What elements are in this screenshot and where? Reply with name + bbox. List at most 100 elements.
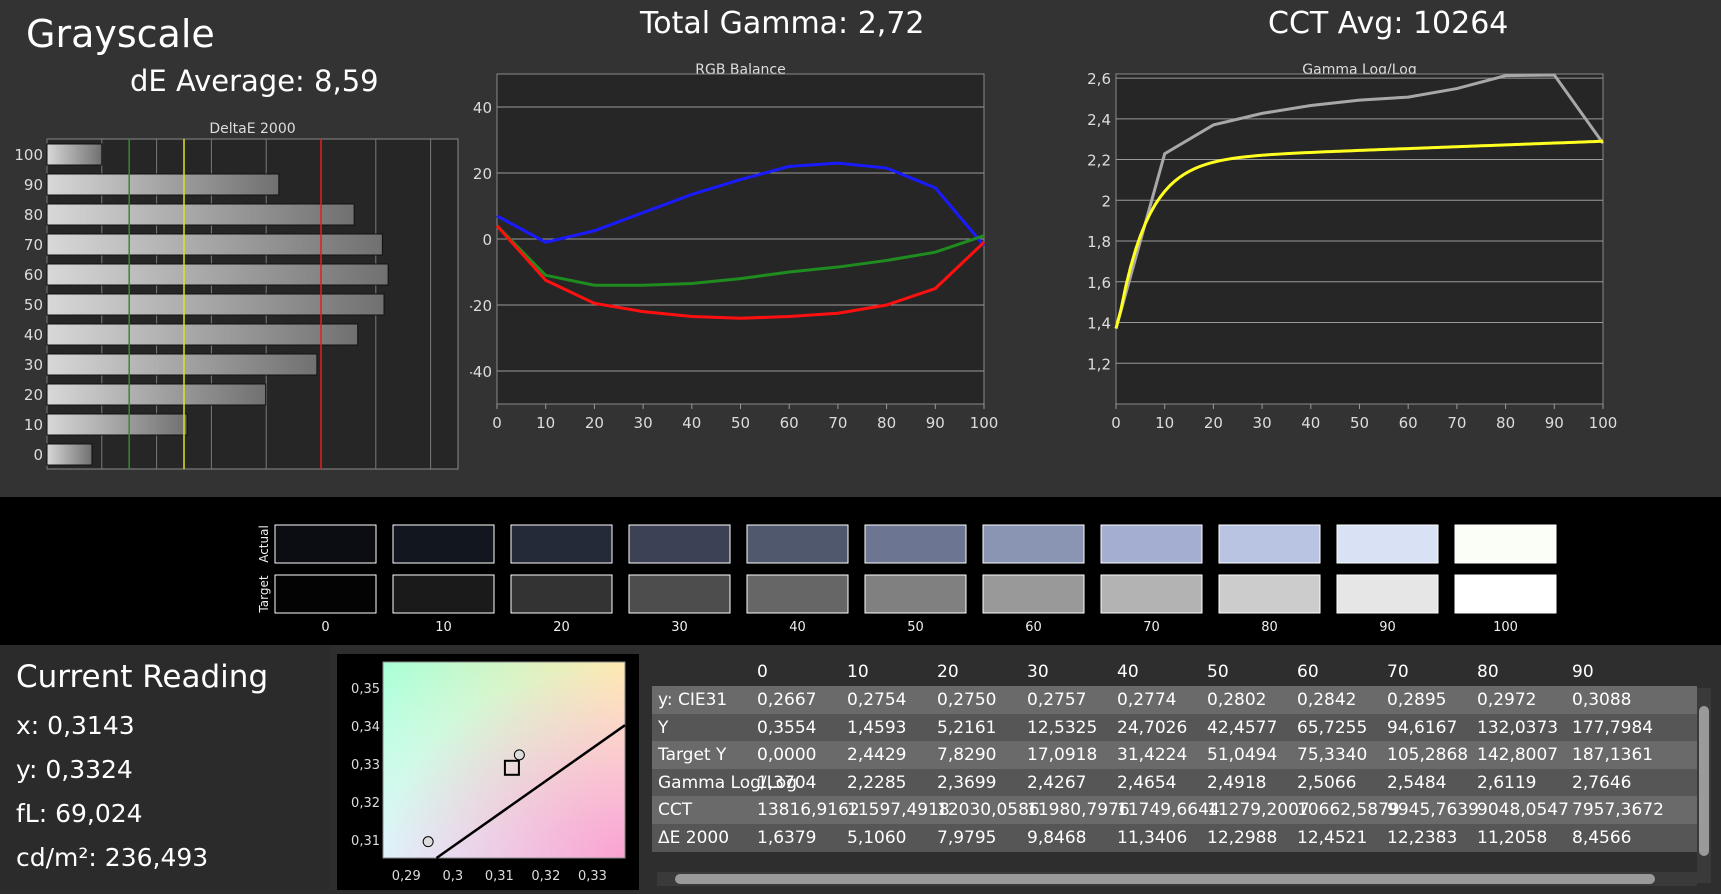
gamma-x-tick: 30 — [1253, 414, 1272, 432]
deltae-bar — [46, 413, 188, 436]
deltae-bar — [46, 323, 359, 346]
table-cell: 5,1060 — [847, 827, 907, 848]
rgb-balance-series-line — [496, 161, 986, 247]
deltae-y-tick: 100 — [14, 146, 43, 164]
table-cell: 0,2750 — [937, 690, 997, 710]
table-cell: 2,4267 — [1027, 772, 1087, 793]
table-cell: 0,3554 — [757, 717, 817, 738]
rgb-balance-y-tick: -40 — [470, 363, 492, 381]
rgb-balance-y-tick: 40 — [473, 99, 492, 117]
column-header: 50 — [1207, 662, 1229, 682]
gamma-y-tick: 1,4 — [1087, 315, 1111, 333]
rgb-balance-x-tick: 90 — [926, 414, 945, 432]
gamma-x-tick: 50 — [1350, 414, 1369, 432]
swatch-level-label: 70 — [1143, 620, 1160, 635]
column-header: 20 — [937, 662, 959, 682]
table-cell: 142,8007 — [1477, 745, 1559, 765]
vertical-scroll-thumb[interactable] — [1699, 706, 1709, 856]
reading-fl: fL: 69,024 — [16, 799, 143, 828]
swatch-level-label: 30 — [671, 620, 688, 635]
deltae-bar — [46, 143, 103, 166]
row-label: y: CIE31 — [658, 690, 728, 710]
actual-swatch — [392, 524, 495, 564]
gamma-y-tick: 1,2 — [1087, 355, 1111, 373]
table-row[interactable]: Gamma Log/Log 1,3704 2,2285 2,3699 2,4267 2,4… — [652, 768, 1697, 797]
target-swatch — [982, 574, 1085, 614]
gamma-y-tick: 2 — [1101, 192, 1111, 210]
grayscale-title: Grayscale — [26, 12, 215, 56]
table-cell: 11980,7976 — [1027, 800, 1130, 820]
total-gamma-label: Total Gamma: 2,72 — [640, 6, 925, 41]
actual-swatch — [1336, 524, 1439, 564]
gamma-y-tick: 1,6 — [1087, 274, 1111, 292]
table-row[interactable]: Y 0,3554 1,4593 5,2161 12,5325 24,7026 42,4577… — [652, 713, 1697, 742]
deltae-bar — [46, 203, 355, 226]
rgb-balance-series-line — [495, 224, 986, 320]
target-swatch — [864, 574, 967, 614]
table-header-row: 0 10 20 30 40 50 60 70 80 90 — [652, 658, 1697, 686]
table-cell: 2,2285 — [847, 772, 907, 793]
cie-chart-panel: 0,29 0,3 0,31 0,32 0,33 0,35 0,34 0,33 0,32 0,31 — [337, 654, 639, 890]
rgb-balance-x-tick: 40 — [682, 414, 701, 432]
gamma-series-line — [1114, 139, 1604, 329]
table-cell: 11749,6644 — [1117, 800, 1220, 820]
measurement-table[interactable]: 0 10 20 30 40 50 60 70 80 90 y: CIE31 0,2667 0,2754 0… — [652, 658, 1697, 860]
column-header: 80 — [1477, 662, 1499, 682]
table-cell: 2,3699 — [937, 772, 997, 793]
actual-swatch — [982, 524, 1085, 564]
target-swatch — [628, 574, 731, 614]
swatch-level-label: 50 — [907, 620, 924, 635]
deltae-y-tick: 80 — [24, 206, 43, 224]
deltae-bar — [46, 233, 383, 256]
deltae-bar — [46, 353, 318, 376]
table-cell: 51,0494 — [1207, 745, 1278, 765]
deltae-y-tick: 0 — [33, 446, 43, 464]
cie-x-tick: 0,3 — [442, 869, 463, 884]
target-swatch — [1336, 574, 1439, 614]
table-cell: 0,3088 — [1572, 690, 1632, 710]
vertical-scrollbar[interactable] — [1697, 688, 1711, 883]
table-cell: 0,0000 — [757, 745, 817, 765]
horizontal-scrollbar[interactable] — [657, 872, 1697, 886]
swatch-level-label: 90 — [1379, 620, 1396, 635]
table-cell: 11279,2007 — [1207, 800, 1310, 820]
table-row[interactable]: ΔE 2000 1,6379 5,1060 7,9795 9,8468 11,3406 12… — [652, 823, 1697, 852]
table-row[interactable]: y: CIE31 0,2667 0,2754 0,2750 0,2757 0,2774 0,… — [652, 686, 1697, 714]
actual-swatch — [1454, 524, 1557, 564]
table-cell: 31,4224 — [1117, 745, 1188, 765]
table-row[interactable]: Target Y 0,0000 2,4429 7,8290 17,0918 31,4224… — [652, 741, 1697, 769]
table-cell: 12,5325 — [1027, 717, 1098, 738]
swatch-level-label: 60 — [1025, 620, 1042, 635]
rgb-balance-x-tick: 60 — [780, 414, 799, 432]
table-cell: 11,2058 — [1477, 827, 1548, 848]
current-reading-title: Current Reading — [16, 659, 269, 695]
row-label: Gamma Log/Log — [658, 772, 797, 793]
column-header: 0 — [757, 662, 768, 682]
horizontal-scroll-thumb[interactable] — [675, 874, 1655, 884]
row-label: CCT — [658, 800, 693, 820]
actual-swatch — [628, 524, 731, 564]
actual-swatch — [1218, 524, 1321, 564]
table-cell: 9945,7639 — [1387, 800, 1479, 820]
target-row-label: Target — [257, 575, 271, 613]
deltae-y-tick: 70 — [24, 236, 43, 254]
de-average-label: dE Average: 8,59 — [130, 64, 379, 98]
row-label: Y — [658, 717, 669, 738]
rgb-balance-x-tick: 100 — [970, 414, 999, 432]
column-header: 10 — [847, 662, 869, 682]
table-cell: 0,2972 — [1477, 690, 1537, 710]
table-row[interactable]: CCT 13816,9162 11597,4918 12030,0586 11980,7… — [652, 796, 1697, 824]
column-header: 60 — [1297, 662, 1319, 682]
table-cell: 1,4593 — [847, 717, 907, 738]
deltae-y-tick: 30 — [24, 356, 43, 374]
target-swatch — [510, 574, 613, 614]
reading-y: y: 0,3324 — [16, 755, 133, 784]
swatch-level-label: 20 — [553, 620, 570, 635]
swatch-grid: 0 10 20 30 40 50 60 70 80 90 100 Actual Target — [257, 524, 1557, 635]
target-swatch — [1454, 574, 1557, 614]
rgb-balance-x-tick: 70 — [828, 414, 847, 432]
current-reading-panel: Current Reading x: 0,3143 y: 0,3324 fL: … — [0, 645, 330, 890]
table-cell: 0,2842 — [1297, 690, 1357, 710]
table-cell: 75,3340 — [1297, 745, 1368, 765]
table-cell: 2,5066 — [1297, 772, 1357, 793]
